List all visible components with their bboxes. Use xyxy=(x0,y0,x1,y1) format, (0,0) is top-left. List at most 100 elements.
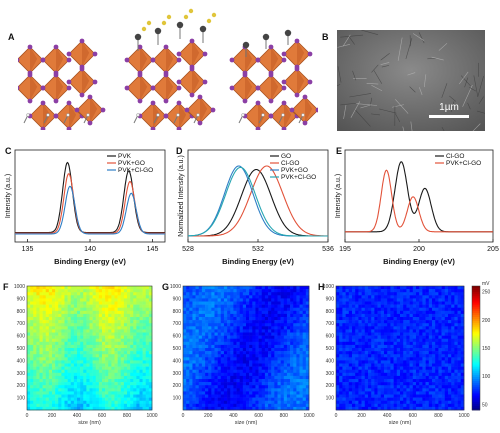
x-tick-label: 600 xyxy=(254,413,263,419)
y-tick-label: 700 xyxy=(326,321,335,327)
kpfm-maps-row: 0 200 400 600 800 100010020030040050060070080… xyxy=(14,281,491,426)
x-tick-label: 145 xyxy=(147,246,159,253)
legend-label: PVK+Cl-GO xyxy=(446,160,481,167)
colorbar-tick-label: 50 xyxy=(482,402,488,408)
x-tick-label: 800 xyxy=(123,413,132,419)
x-tick-label: 400 xyxy=(73,413,82,419)
y-axis-label: Intensity (a.u.) xyxy=(5,174,12,218)
y-tick-label: 200 xyxy=(17,383,26,389)
y-tick-label: 100 xyxy=(326,396,335,402)
colorbar-tick-label: 100 xyxy=(482,374,491,380)
series-line-pvk-cl-go xyxy=(15,185,165,235)
y-tick-label: 800 xyxy=(326,309,335,315)
panel-label-g: G xyxy=(162,282,170,292)
structure-pvk xyxy=(18,38,106,130)
x-tick-label: 800 xyxy=(434,413,443,419)
x-axis-label: size (nm) xyxy=(235,420,258,426)
x-tick-label: 195 xyxy=(339,246,351,253)
y-tick-label: 300 xyxy=(326,371,335,377)
x-tick-label: 1000 xyxy=(458,413,469,419)
x-axis-label: size (nm) xyxy=(389,420,412,426)
colorbar-unit: mV xyxy=(482,281,490,287)
y-tick-label: 400 xyxy=(17,358,26,364)
y-tick-label: 800 xyxy=(173,309,182,315)
y-tick-label: 200 xyxy=(326,383,335,389)
x-tick-label: 200 xyxy=(413,246,425,253)
spectrum-panel-c: 135 140 145 Binding Energy (eV) Intensity (a… xyxy=(5,149,166,266)
x-axis-label: Binding Energy (eV) xyxy=(222,257,294,266)
x-axis-label: Binding Energy (eV) xyxy=(54,257,126,266)
legend-label: PVK+Cl-GO xyxy=(281,174,316,181)
series-line-pvk-cl-go xyxy=(345,169,493,233)
panel-label-h: H xyxy=(318,282,325,292)
panel-label-f: F xyxy=(3,282,9,292)
y-tick-label: 800 xyxy=(17,309,26,315)
y-tick-label: 400 xyxy=(326,358,335,364)
legend-label: GO xyxy=(281,153,291,160)
y-tick-label: 900 xyxy=(173,296,182,302)
x-tick-label: 536 xyxy=(322,246,334,253)
y-tick-label: 100 xyxy=(17,396,26,402)
x-tick-label: 200 xyxy=(48,413,57,419)
x-tick-label: 600 xyxy=(98,413,107,419)
x-tick-label: 0 xyxy=(335,413,338,419)
sem-image: 1µm xyxy=(337,30,485,131)
colorbar-tick-label: 200 xyxy=(482,318,491,324)
x-tick-label: 528 xyxy=(182,246,194,253)
x-tick-label: 600 xyxy=(409,413,418,419)
structure-pvk-go xyxy=(124,8,217,130)
panel-label-c: C xyxy=(5,146,12,156)
panel-label-d: D xyxy=(176,146,183,156)
xps-spectra-row: 135 140 145 Binding Energy (eV) Intensity (a… xyxy=(5,149,499,266)
legend-label: PVK xyxy=(118,153,132,160)
y-tick-label: 600 xyxy=(326,334,335,340)
series-line-pvk-cl-go xyxy=(187,166,328,237)
x-tick-label: 1000 xyxy=(146,413,157,419)
y-tick-label: 300 xyxy=(173,371,182,377)
y-axis-label: Intensity (a.u.) xyxy=(335,174,342,218)
colorbar xyxy=(471,285,481,411)
y-tick-label: 1000 xyxy=(323,284,334,290)
y-tick-label: 500 xyxy=(326,346,335,352)
y-tick-label: 600 xyxy=(17,334,26,340)
heatmap-panel-h: 0 200 400 600 800 1000 100 200 300 400 500 600 700 80… xyxy=(323,281,491,426)
y-tick-label: 200 xyxy=(173,383,182,389)
y-tick-label: 900 xyxy=(17,296,26,302)
structure-pvk-cl-go xyxy=(229,29,318,130)
x-tick-label: 532 xyxy=(252,246,264,253)
x-tick-label: 400 xyxy=(383,413,392,419)
x-tick-label: 0 xyxy=(26,413,29,419)
spectrum-panel-d: 528 532 536 Binding Energy (eV) Normalized I… xyxy=(178,149,334,266)
legend-label: PVK+GO xyxy=(281,167,308,174)
x-tick-label: 200 xyxy=(357,413,366,419)
y-tick-label: 1000 xyxy=(14,284,25,290)
perovskite-structure-illustration xyxy=(18,8,318,130)
x-tick-label: 400 xyxy=(229,413,238,419)
x-tick-label: 1000 xyxy=(303,413,314,419)
x-axis-label: Binding Energy (eV) xyxy=(383,257,455,266)
heatmap-panel-f: 0 200 400 600 800 1000 100 200 300 400 500 600 700 80… xyxy=(14,284,158,426)
x-axis-label: size (nm) xyxy=(78,420,101,426)
series-line-cl-go xyxy=(345,161,493,233)
panel-label-e: E xyxy=(336,146,343,156)
heatmap-panel-g: 0 200 400 600 800 1000 100 200 300 400 500 600 700 80… xyxy=(170,284,315,426)
x-tick-label: 0 xyxy=(182,413,185,419)
x-tick-label: 140 xyxy=(84,246,96,253)
y-tick-label: 100 xyxy=(173,396,182,402)
y-tick-label: 900 xyxy=(326,296,335,302)
y-axis-label: Normalized Intensity (a.u.) xyxy=(178,155,185,237)
y-tick-label: 600 xyxy=(173,334,182,340)
y-tick-label: 700 xyxy=(17,321,26,327)
legend-label: PVK+Cl-GO xyxy=(118,167,153,174)
y-tick-label: 500 xyxy=(17,346,26,352)
legend-label: PVK+GO xyxy=(118,160,145,167)
series-line-pvk-go xyxy=(15,173,165,234)
y-tick-label: 700 xyxy=(173,321,182,327)
colorbar-tick-label: 150 xyxy=(482,346,491,352)
y-tick-label: 400 xyxy=(173,358,182,364)
panel-label-a: A xyxy=(8,32,15,42)
legend-label: Cl-GO xyxy=(281,160,299,167)
x-tick-label: 200 xyxy=(204,413,213,419)
sem-scale-label: 1µm xyxy=(439,102,459,113)
x-tick-label: 800 xyxy=(280,413,289,419)
